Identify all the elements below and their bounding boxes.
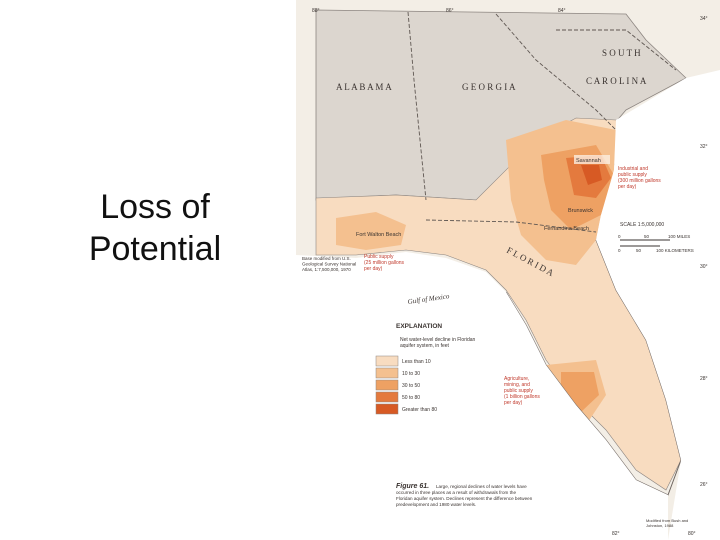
label-carolina: C A R O L I N A [586,76,647,86]
gulf-of-mexico [296,252,668,540]
slide-title-line-1: Loss of [100,188,210,226]
label-savannah: Savannah [576,158,601,164]
legend-swatch-1 [375,367,399,379]
coord-80: 80° [688,531,696,537]
slide-title-line-2: Potential [88,230,222,268]
coord-88: 88° [312,8,320,14]
callout-industrial: Industrial and public supply (300 millio… [618,166,662,190]
callout-agriculture: Agriculture, mining, and public supply (… [504,376,541,406]
scale-miles-50: 50 [644,234,650,239]
legend-swatch-3 [375,391,399,403]
scale-title: SCALE 1:5,000,000 [620,222,664,228]
coord-82: 82° [612,531,620,537]
scale-miles-0: 0 [618,234,621,239]
label-south: S O U T H [602,48,641,58]
coord-30: 30° [700,264,708,270]
legend-swatch-0 [375,355,399,367]
label-brunswick: Brunswick [568,208,593,214]
scale-km-50: 50 [636,248,642,253]
legend-swatch-2 [375,379,399,391]
coord-34: 34° [700,16,708,22]
figure-title: Figure 61. [396,483,429,490]
zone-10-to-30-west [336,212,406,250]
slide-title: Loss of Potential [40,186,270,270]
legend-label-0: Less than 10 [402,359,431,365]
coord-28: 28° [700,376,708,382]
state-border-al-ga [407,11,427,201]
map-figure: 88° 86° 84° 82° 80° 34° 32° 30° 28° 26° … [296,0,720,540]
coord-32: 32° [700,144,708,150]
coord-86: 86° [446,8,454,14]
state-border-nc-sc [556,29,677,71]
legend-items: Less than 10 10 to 30 30 to 50 50 to 80 Grea… [375,355,437,415]
legend-label-4: Greater than 80 [402,407,437,413]
state-border-ga-fl [425,219,597,233]
base-note: Base modified from U.S. Geological Surve… [302,256,358,272]
legend-label-1: 10 to 30 [402,371,420,377]
coord-26: 26° [700,482,708,488]
legend-heading: EXPLANATION [396,323,442,330]
label-alabama: A L A B A M A [336,82,392,92]
scale-km-0: 0 [618,248,621,253]
atlantic-ocean [596,70,720,540]
zone-greater-than-80 [581,165,602,185]
callout-public: Public supply (25 million gallons per da… [364,254,405,272]
state-border-ga-sc [495,13,617,131]
scale-miles-100: 100 MILES [668,234,690,239]
label-fernandina: Fernandina Beach [544,226,589,232]
label-fort-walton: Fort Walton Beach [356,232,401,238]
coord-84: 84° [558,8,566,14]
figure-caption: Large, regional declines of water levels… [396,484,534,507]
legend-label-2: 30 to 50 [402,383,420,389]
legend-label-3: 50 to 80 [402,395,420,401]
legend-subheading: Net water-level decline in Floridan aqui… [400,337,477,349]
label-georgia: G E O R G I A [462,82,516,92]
map-svg: 88° 86° 84° 82° 80° 34° 32° 30° 28° 26° … [296,8,720,540]
legend-swatch-4 [375,403,399,415]
scale-km-100: 100 KILOMETERS [656,248,694,253]
credit: Modified from Bush and Johnston, 1988 [646,518,689,528]
